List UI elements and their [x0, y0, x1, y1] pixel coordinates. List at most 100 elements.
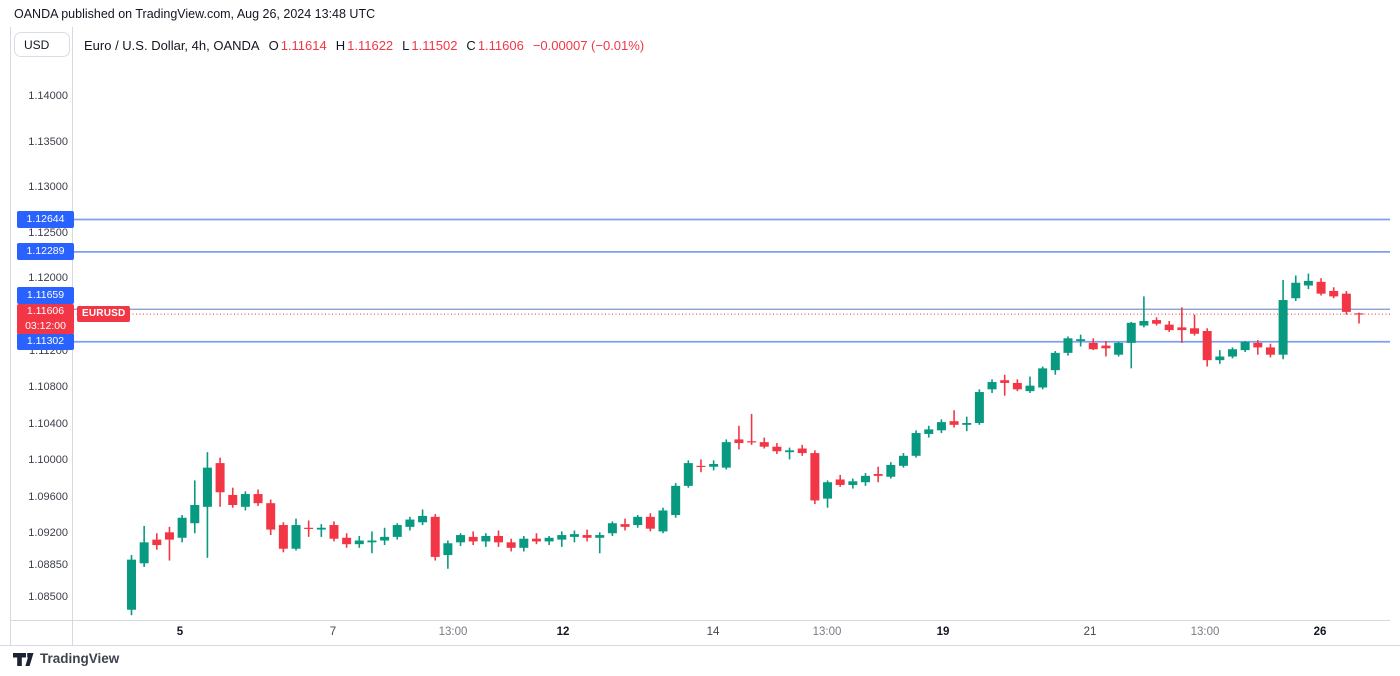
- last-price-label: 1.11606 03:12:00: [17, 304, 74, 334]
- candle: [1240, 341, 1250, 351]
- price-axis-label: 1.13000: [28, 181, 68, 194]
- candle: [962, 423, 972, 425]
- candle: [772, 446, 782, 452]
- candle: [1215, 356, 1225, 361]
- candle: [493, 535, 503, 543]
- candle: [190, 504, 200, 524]
- candle: [278, 525, 288, 549]
- candle: [569, 534, 579, 537]
- price-axis-label: 1.08500: [28, 590, 68, 603]
- price-axis-label: 1.14000: [28, 90, 68, 102]
- candle: [747, 441, 757, 443]
- candle: [1227, 349, 1237, 357]
- candle: [418, 515, 428, 523]
- bar-close-countdown: 03:12:00: [25, 320, 66, 332]
- time-axis-label: 7: [329, 626, 337, 638]
- candle: [1341, 293, 1351, 312]
- candle: [139, 542, 149, 564]
- candle: [645, 516, 655, 529]
- price-axis-label: 1.10000: [28, 454, 68, 467]
- candle: [620, 524, 630, 527]
- time-axis-label: 14: [706, 626, 720, 638]
- candle: [354, 540, 364, 545]
- candle: [1101, 345, 1111, 349]
- candle: [1114, 342, 1124, 355]
- candle: [304, 527, 314, 529]
- candle: [1253, 342, 1263, 348]
- candle: [785, 450, 795, 453]
- legend-high: H 1.11622: [335, 37, 394, 53]
- time-axis-label: 13:00: [438, 626, 468, 638]
- price-axis-label: 1.08850: [28, 559, 68, 572]
- candle: [544, 537, 554, 542]
- candle: [734, 439, 744, 444]
- candle: [380, 536, 390, 541]
- candle: [582, 535, 592, 538]
- candle: [506, 542, 516, 548]
- candle: [987, 382, 997, 390]
- candle: [557, 535, 567, 540]
- symbol-legend: Euro / U.S. Dollar, 4h, OANDA O 1.11614 …: [84, 36, 644, 54]
- candle: [253, 494, 263, 504]
- candle: [810, 453, 820, 501]
- candle: [240, 494, 250, 507]
- tradingview-logo-icon[interactable]: [13, 651, 36, 668]
- candle: [342, 537, 352, 545]
- candle: [468, 536, 478, 542]
- candle: [329, 525, 339, 539]
- candle: [898, 455, 908, 466]
- legend-close: C 1.11606: [466, 37, 524, 53]
- candle: [595, 535, 605, 538]
- candle: [1000, 380, 1010, 383]
- candle: [228, 494, 238, 505]
- candle: [607, 523, 617, 534]
- candle: [658, 510, 668, 532]
- candle: [1164, 324, 1174, 331]
- symbol-tag: EURUSD: [77, 306, 131, 322]
- candle: [1278, 300, 1288, 355]
- candle: [316, 527, 326, 530]
- candle: [1177, 327, 1187, 331]
- candle: [1076, 339, 1086, 342]
- candle: [456, 535, 466, 543]
- candle: [1139, 320, 1149, 326]
- price-axis-label: 1.10800: [28, 381, 68, 394]
- candle: [177, 517, 187, 538]
- symbol-title[interactable]: Euro / U.S. Dollar, 4h, OANDA: [84, 37, 260, 53]
- currency-button[interactable]: USD: [14, 32, 70, 57]
- price-axis-label: 1.12000: [28, 272, 68, 285]
- candle: [1202, 331, 1212, 361]
- candle: [127, 559, 136, 610]
- footer-brand[interactable]: TradingView: [40, 651, 120, 666]
- candle: [367, 540, 377, 543]
- time-axis-label: 21: [1083, 626, 1097, 638]
- candle: [392, 525, 402, 537]
- candle: [481, 535, 491, 542]
- candle: [152, 539, 162, 546]
- time-axis-label: 5: [176, 626, 184, 638]
- candle: [531, 538, 541, 542]
- price-scale[interactable]: 1.14000 1.13500 1.13000 1.12500 1.12000 1.112…: [0, 27, 74, 620]
- candle: [797, 448, 807, 454]
- price-axis-label: 1.09600: [28, 490, 68, 503]
- time-axis-label: 13:00: [812, 626, 842, 638]
- time-axis-label: 26: [1313, 626, 1327, 638]
- candle: [1303, 280, 1313, 286]
- candle: [430, 516, 440, 557]
- candle: [949, 421, 959, 425]
- currency-button-label: USD: [24, 37, 50, 52]
- legend-change: −0.00007 (−0.01%): [532, 37, 645, 53]
- candle: [671, 485, 681, 516]
- candle: [405, 519, 415, 527]
- candle: [215, 463, 225, 493]
- time-scale[interactable]: 5 7 13:00 12 14 13:00 19 21 13:00 26: [72, 620, 1390, 645]
- candle: [202, 467, 212, 507]
- candle: [1126, 322, 1136, 343]
- candle: [848, 481, 858, 485]
- candle: [974, 392, 984, 424]
- candle: [1025, 385, 1035, 392]
- candle: [1329, 290, 1339, 297]
- candle: [924, 429, 934, 434]
